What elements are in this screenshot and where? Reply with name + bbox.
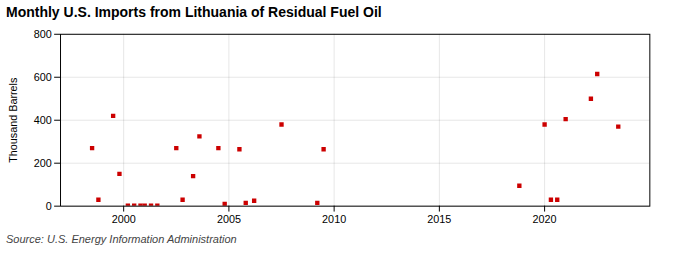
svg-text:400: 400 [34, 114, 52, 126]
svg-text:2000: 2000 [112, 213, 136, 225]
html-text:Monthly U.S. Imports from Lith: Monthly U.S. Imports from Lithuania of R… [6, 4, 382, 20]
svg-text:2020: 2020 [533, 213, 557, 225]
svg-text:2015: 2015 [427, 213, 451, 225]
html-text:Source: U.S. Energy Informatio: Source: U.S. Energy Information Administ… [6, 233, 237, 246]
svg-text:Thousand Barrels: Thousand Barrels [7, 77, 19, 163]
svg-text:0: 0 [46, 200, 52, 212]
svg-text:800: 800 [34, 28, 52, 40]
svg-text:2010: 2010 [322, 213, 346, 225]
svg-text:600: 600 [34, 71, 52, 83]
svg-text:200: 200 [34, 157, 52, 169]
svg-text:2005: 2005 [217, 213, 241, 225]
